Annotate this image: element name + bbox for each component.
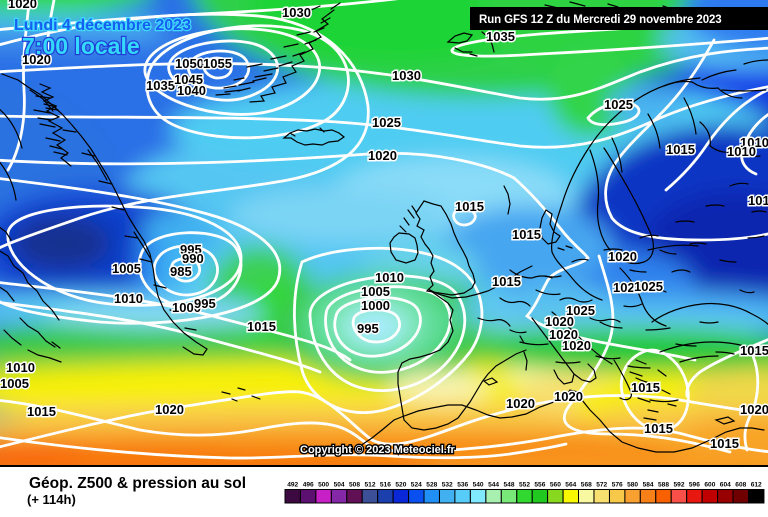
svg-text:995: 995 <box>194 296 216 311</box>
svg-text:1005: 1005 <box>361 284 390 299</box>
svg-text:1020: 1020 <box>554 389 583 404</box>
svg-text:608: 608 <box>735 482 746 489</box>
svg-text:1015: 1015 <box>748 193 768 208</box>
svg-text:1020: 1020 <box>613 280 642 295</box>
svg-text:1025: 1025 <box>372 115 401 130</box>
svg-text:548: 548 <box>503 482 514 489</box>
svg-text:1020: 1020 <box>562 338 591 353</box>
svg-text:1015: 1015 <box>27 404 56 419</box>
svg-text:588: 588 <box>658 482 669 489</box>
svg-text:1005: 1005 <box>112 261 141 276</box>
svg-text:1025: 1025 <box>604 97 633 112</box>
svg-text:516: 516 <box>380 482 391 489</box>
svg-text:1010: 1010 <box>114 291 143 306</box>
svg-text:1005: 1005 <box>0 376 29 391</box>
svg-text:536: 536 <box>457 482 468 489</box>
svg-text:564: 564 <box>565 482 576 489</box>
svg-text:Géop. Z500 & pression au sol: Géop. Z500 & pression au sol <box>29 475 246 492</box>
svg-text:1020: 1020 <box>506 396 535 411</box>
svg-text:600: 600 <box>704 482 715 489</box>
svg-text:Lundi 4 décembre 2023: Lundi 4 décembre 2023 <box>14 17 191 34</box>
svg-text:1015: 1015 <box>740 343 768 358</box>
svg-text:568: 568 <box>581 482 592 489</box>
svg-text:1025: 1025 <box>634 279 663 294</box>
svg-text:604: 604 <box>720 482 731 489</box>
svg-text:7:00 locale: 7:00 locale <box>22 33 140 59</box>
svg-text:576: 576 <box>612 482 623 489</box>
svg-text:1000: 1000 <box>361 298 390 313</box>
svg-text:1015: 1015 <box>492 274 521 289</box>
svg-text:1010: 1010 <box>6 360 35 375</box>
svg-text:1025: 1025 <box>566 303 595 318</box>
svg-text:995: 995 <box>357 321 379 336</box>
svg-text:1015: 1015 <box>666 142 695 157</box>
svg-text:1020: 1020 <box>22 52 51 67</box>
svg-text:1015: 1015 <box>631 380 660 395</box>
svg-text:1010: 1010 <box>375 270 404 285</box>
svg-text:612: 612 <box>751 482 762 489</box>
svg-text:1020: 1020 <box>8 0 37 11</box>
svg-text:528: 528 <box>426 482 437 489</box>
svg-text:1015: 1015 <box>644 421 673 436</box>
svg-text:524: 524 <box>411 482 422 489</box>
svg-text:544: 544 <box>488 482 499 489</box>
svg-text:1010: 1010 <box>740 135 768 150</box>
svg-text:1020: 1020 <box>155 402 184 417</box>
svg-text:1010: 1010 <box>727 144 756 159</box>
svg-text:580: 580 <box>627 482 638 489</box>
svg-text:1035: 1035 <box>486 29 515 44</box>
svg-text:492: 492 <box>287 482 298 489</box>
svg-text:1030: 1030 <box>392 68 421 83</box>
svg-text:1015: 1015 <box>710 436 739 451</box>
svg-text:1015: 1015 <box>455 199 484 214</box>
svg-text:Copyright © 2023 Meteociel.fr: Copyright © 2023 Meteociel.fr <box>300 444 456 456</box>
svg-text:592: 592 <box>673 482 684 489</box>
svg-text:1030: 1030 <box>282 5 311 20</box>
svg-text:520: 520 <box>395 482 406 489</box>
svg-text:Run GFS 12 Z du Mercredi 29 no: Run GFS 12 Z du Mercredi 29 novembre 202… <box>479 14 722 26</box>
svg-text:556: 556 <box>534 482 545 489</box>
svg-text:596: 596 <box>689 482 700 489</box>
svg-text:572: 572 <box>596 482 607 489</box>
svg-text:1035: 1035 <box>146 78 175 93</box>
svg-text:1020: 1020 <box>545 314 574 329</box>
svg-text:(+ 114h): (+ 114h) <box>27 492 76 507</box>
svg-text:532: 532 <box>442 482 453 489</box>
svg-text:1045: 1045 <box>174 72 203 87</box>
svg-text:1020: 1020 <box>608 249 637 264</box>
svg-text:1055: 1055 <box>203 56 232 71</box>
svg-text:504: 504 <box>334 482 345 489</box>
svg-text:1020: 1020 <box>740 402 768 417</box>
svg-text:1000: 1000 <box>172 300 201 315</box>
svg-text:500: 500 <box>318 482 329 489</box>
svg-text:584: 584 <box>643 482 654 489</box>
svg-text:1015: 1015 <box>512 227 541 242</box>
svg-text:995: 995 <box>180 242 202 257</box>
svg-text:990: 990 <box>182 251 204 266</box>
svg-text:1050: 1050 <box>175 56 204 71</box>
svg-text:552: 552 <box>519 482 530 489</box>
svg-text:1015: 1015 <box>247 319 276 334</box>
svg-text:496: 496 <box>303 482 314 489</box>
svg-text:512: 512 <box>364 482 375 489</box>
svg-text:1020: 1020 <box>368 148 397 163</box>
svg-text:1040: 1040 <box>177 83 206 98</box>
svg-text:1020: 1020 <box>549 327 578 342</box>
svg-text:540: 540 <box>473 482 484 489</box>
svg-text:508: 508 <box>349 482 360 489</box>
svg-text:560: 560 <box>550 482 561 489</box>
svg-text:985: 985 <box>170 264 192 279</box>
